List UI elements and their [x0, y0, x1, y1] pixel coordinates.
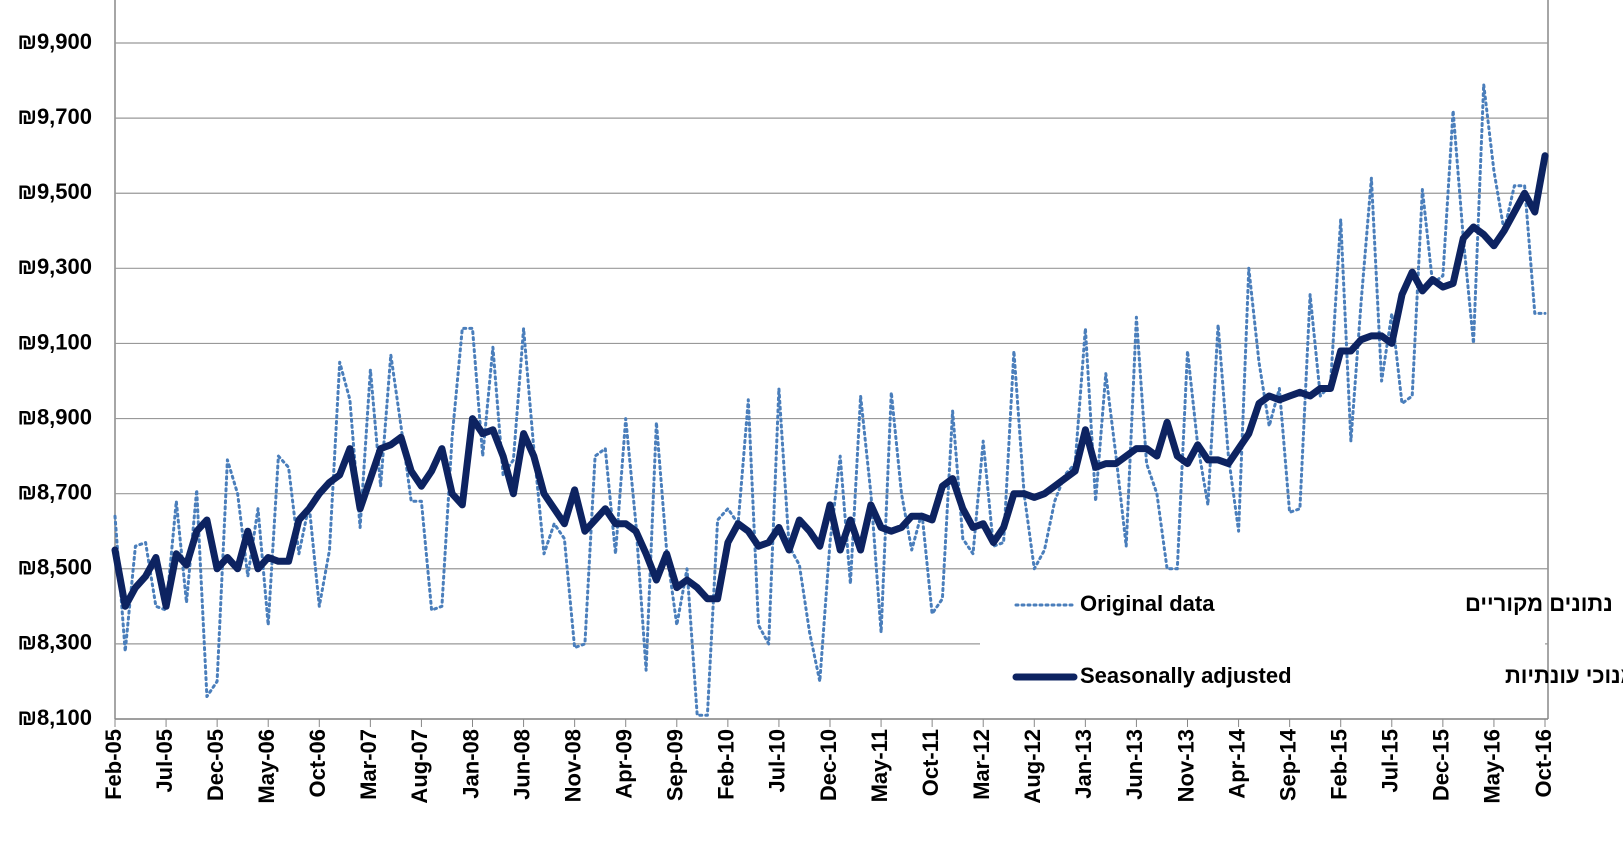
y-tick-label: ₪9,100 [18, 329, 93, 354]
legend-label-he: נתונים מקוריים [1465, 591, 1613, 616]
x-tick-label: Jun-13 [1122, 729, 1147, 800]
y-tick-label: ₪8,700 [18, 479, 93, 504]
x-tick-label: Jul-10 [765, 729, 790, 793]
y-tick-label: ₪8,500 [18, 555, 93, 580]
x-tick-label: Oct-11 [918, 729, 943, 796]
x-tick-label: Dec-05 [203, 729, 228, 801]
y-tick-label: ₪8,300 [18, 630, 93, 655]
series-line [113, 82, 1547, 717]
x-tick-label: Jan-13 [1071, 729, 1096, 799]
x-tick-label: Oct-06 [305, 729, 330, 797]
x-tick-label: Jul-15 [1378, 729, 1403, 793]
x-tick-label: Feb-10 [714, 729, 739, 800]
x-tick-label: Nov-08 [560, 729, 585, 802]
legend-label-he: מנוכי עונתיות [1505, 663, 1623, 688]
x-tick-label: Dec-10 [816, 729, 841, 801]
x-tick-label: Jan-08 [458, 729, 483, 799]
x-tick-label: Apr-09 [612, 729, 637, 799]
y-tick-label: ₪9,500 [18, 179, 93, 204]
x-tick-label: Apr-14 [1224, 728, 1249, 798]
y-tick-label: ₪9,300 [18, 254, 93, 279]
x-tick-label: Oct-16 [1531, 729, 1556, 797]
x-tick-label: Aug-07 [407, 729, 432, 804]
x-tick-label: May-11 [867, 729, 892, 802]
x-tick-label: Mar-12 [969, 729, 994, 800]
x-tick-label: Feb-15 [1327, 729, 1352, 800]
legend-label: Seasonally adjusted [1080, 663, 1292, 688]
x-tick-label: Jul-05 [152, 729, 177, 793]
x-tick-label: Dec-15 [1429, 729, 1454, 801]
legend-box [980, 578, 1545, 708]
x-tick-label: Sep-09 [663, 729, 688, 801]
x-tick-label: Jun-08 [509, 729, 534, 800]
x-tick-label: Mar-07 [356, 729, 381, 800]
x-tick-label: Feb-05 [101, 729, 126, 800]
x-tick-label: Aug-12 [1020, 729, 1045, 804]
legend-label: Original data [1080, 591, 1215, 616]
x-tick-label: Nov-13 [1173, 729, 1198, 802]
series-line [111, 152, 1549, 610]
x-tick-label: Sep-14 [1275, 728, 1300, 801]
y-tick-label: ₪9,700 [18, 104, 93, 129]
x-tick-label: May-06 [254, 729, 279, 804]
y-tick-label: ₪9,900 [18, 29, 93, 54]
y-tick-label: ₪8,100 [18, 705, 93, 730]
y-tick-label: ₪8,900 [18, 404, 93, 429]
x-tick-label: May-16 [1480, 729, 1505, 804]
